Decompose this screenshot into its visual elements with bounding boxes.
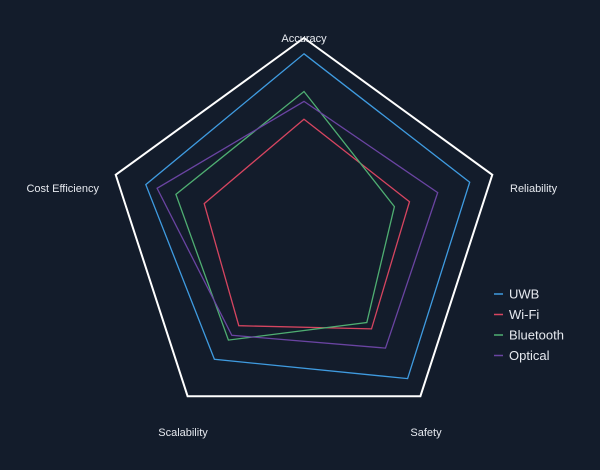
radar-outer-frame xyxy=(114,36,494,398)
legend-label-wi-fi: Wi-Fi xyxy=(509,307,539,322)
axis-label-accuracy: Accuracy xyxy=(281,33,327,45)
legend-item-uwb: UWB xyxy=(494,287,539,302)
legend-item-wi-fi: Wi-Fi xyxy=(494,307,539,322)
legend-label-optical: Optical xyxy=(509,348,550,363)
series-uwb-polygon xyxy=(145,52,471,380)
legend: UWB Wi-Fi Bluetooth Optical xyxy=(494,287,564,363)
series-wi-fi-polygon xyxy=(203,118,411,330)
axis-label-safety: Safety xyxy=(410,427,442,439)
series-bluetooth-polygon xyxy=(175,90,396,341)
legend-label-uwb: UWB xyxy=(509,287,539,302)
legend-item-optical: Optical xyxy=(494,348,550,363)
axis-labels: Accuracy Reliability Safety Scalability Cost… xyxy=(26,33,557,439)
axis-label-scalability: Scalability xyxy=(158,427,208,439)
legend-label-bluetooth: Bluetooth xyxy=(509,328,564,343)
axis-label-reliability: Reliability xyxy=(510,183,558,195)
radar-frame xyxy=(114,36,494,398)
radar-series-group xyxy=(145,52,471,380)
series-optical-polygon xyxy=(156,100,439,349)
axis-label-cost-efficiency: Cost Efficiency xyxy=(26,183,99,195)
legend-item-bluetooth: Bluetooth xyxy=(494,328,564,343)
